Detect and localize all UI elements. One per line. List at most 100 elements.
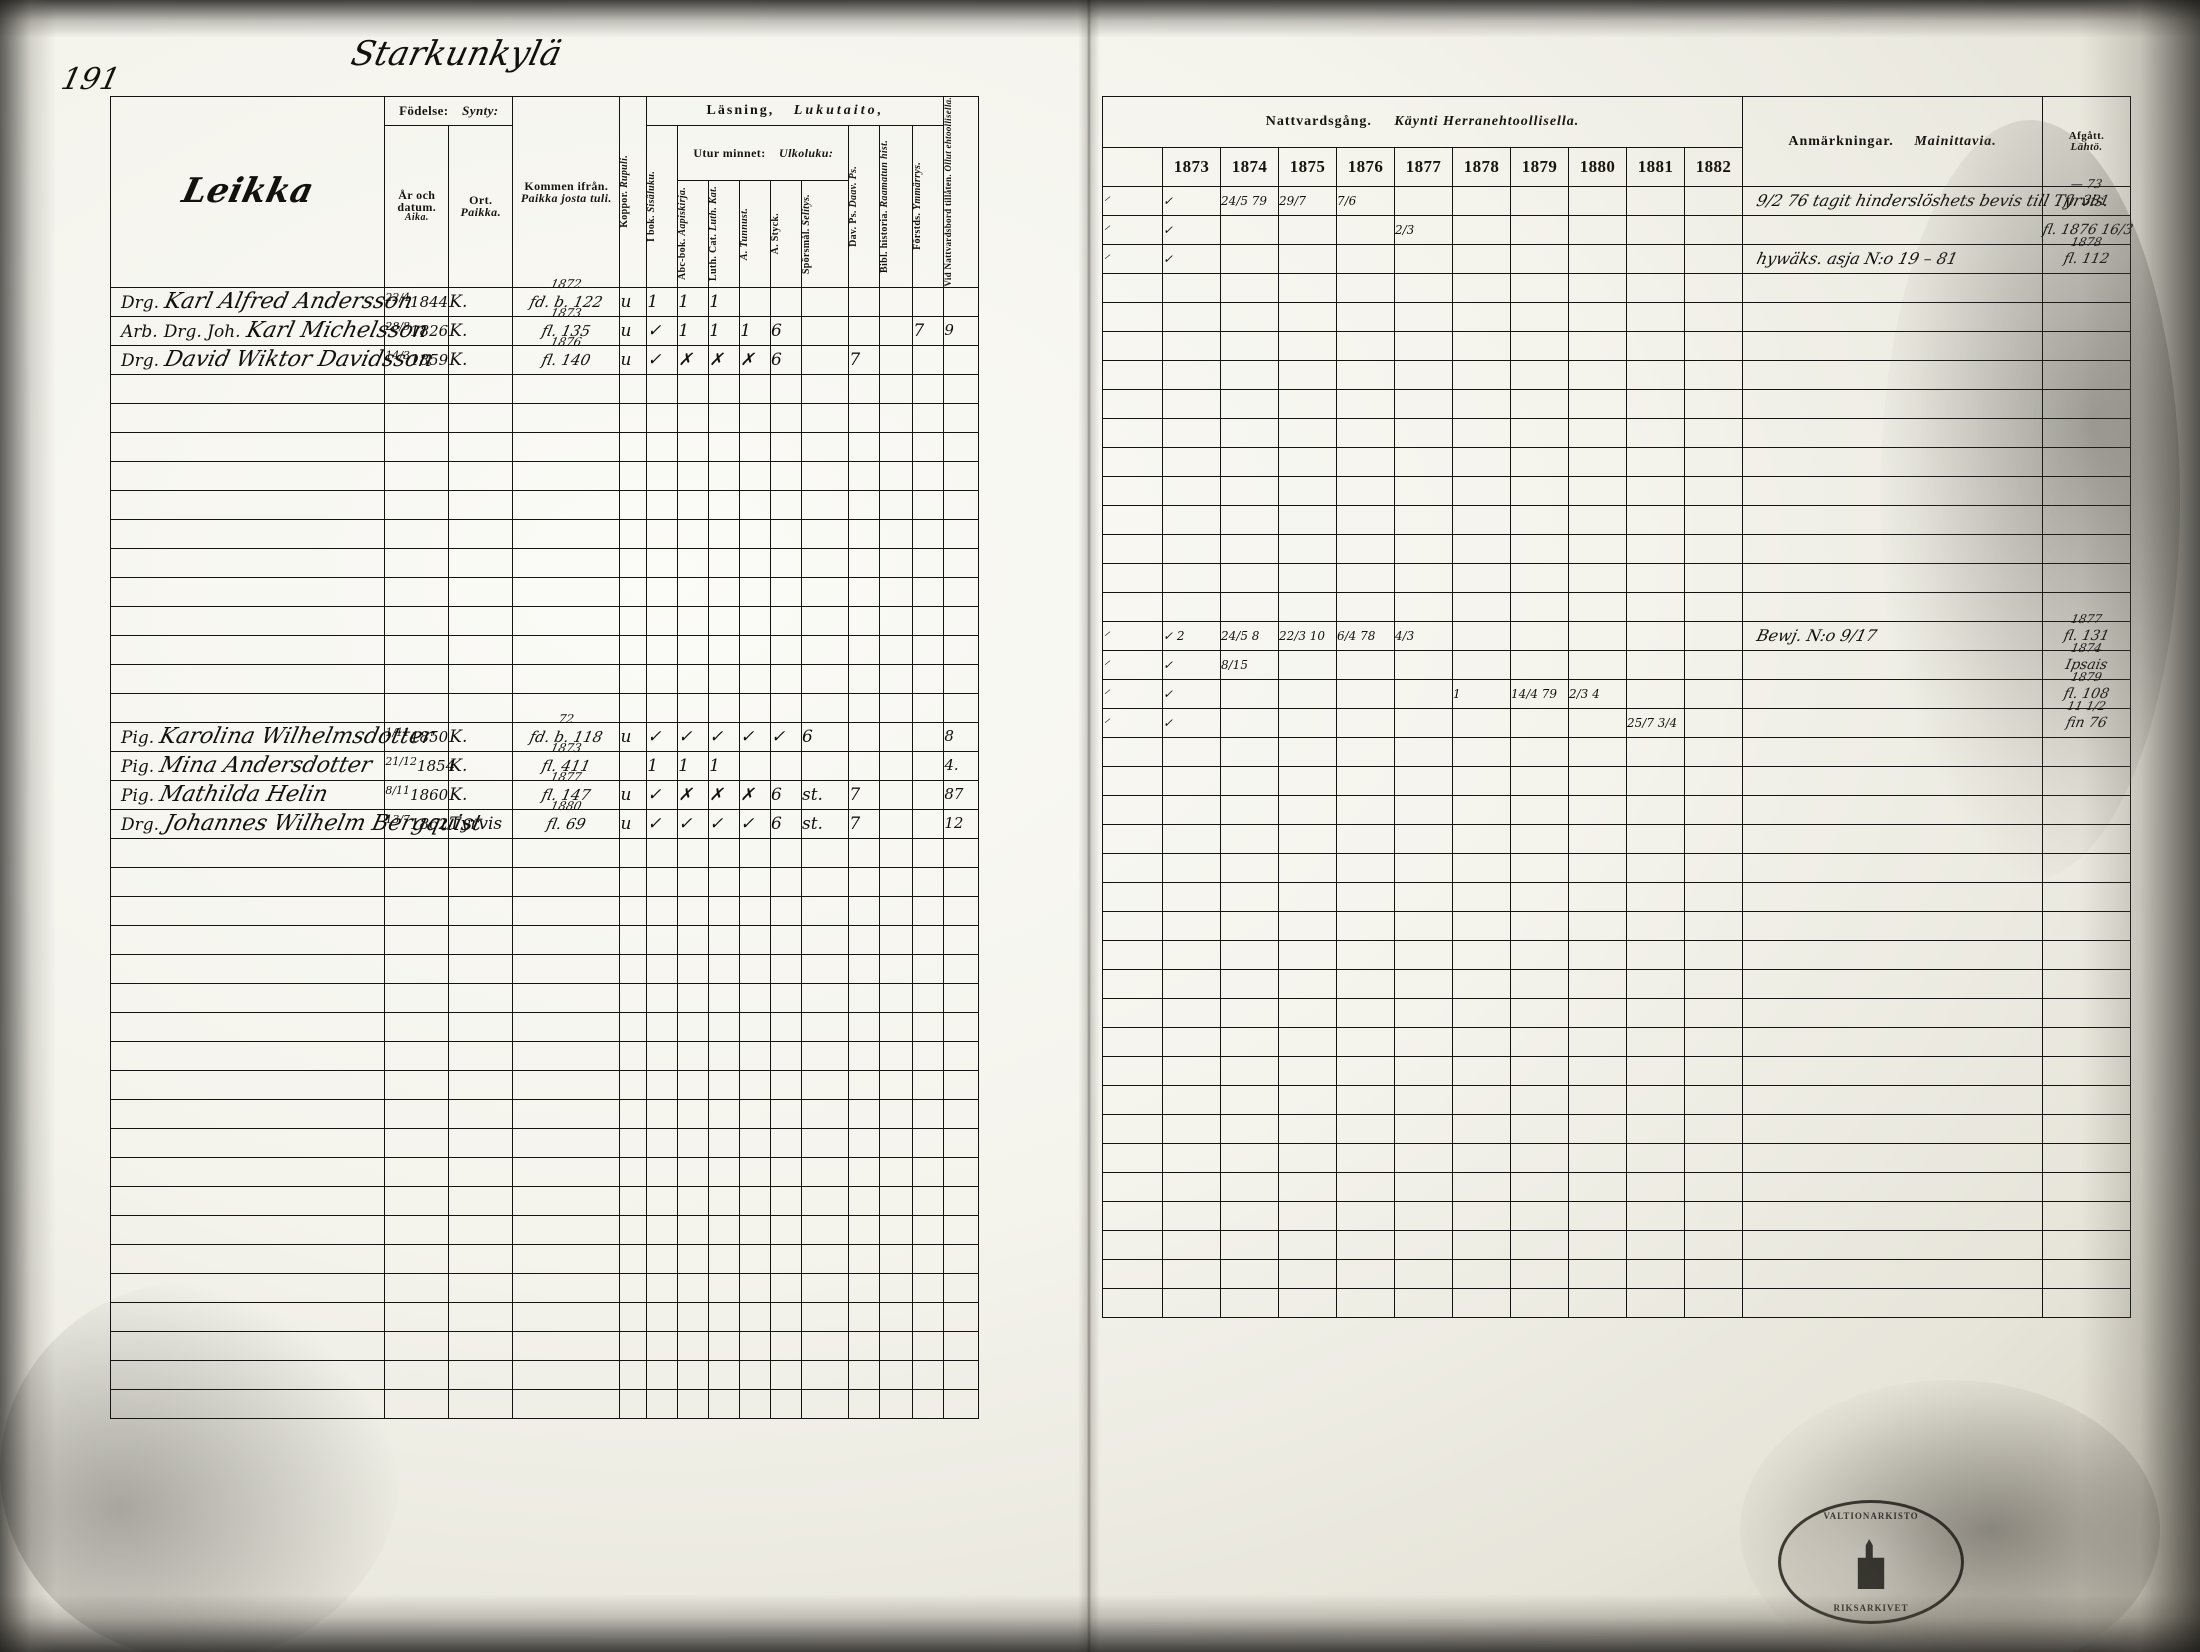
cell-communion-lead[interactable]: ⸍ [1102,679,1163,709]
cell-communion-1874[interactable]: 24/5 8 [1220,621,1279,651]
cell-reading-understanding[interactable]: 7 [912,315,945,346]
cell-departed[interactable]: 1878 fl. 112 [2042,235,2132,274]
cell-came-from[interactable]: 1880 fl. 69 [512,799,621,839]
cell-reading-understanding[interactable] [912,750,945,781]
table-row[interactable]: ⸍ ✓ 24/5 79 29/7 7/6 9/2 76 tagit hinderslösh… [1102,177,2132,216]
cell-reading-biblhist[interactable] [879,315,914,346]
cell-reading-abcbook[interactable]: 1 [677,750,710,781]
cell-communion-1882[interactable] [1683,186,1744,216]
cell-communion-1875[interactable]: 22/3 10 [1278,621,1337,651]
cell-reading-luthcat[interactable]: 1 [708,286,741,317]
cell-communion-1874[interactable] [1220,679,1279,709]
cell-reading-understanding[interactable] [912,286,945,317]
cell-reading-understanding[interactable] [912,779,945,810]
cell-communion-1880[interactable] [1568,708,1627,738]
cell-communion-1879[interactable] [1510,244,1569,274]
cell-communion-1881[interactable] [1626,186,1685,216]
cell-communion-1876[interactable] [1336,708,1395,738]
cell-smallpox[interactable]: u [619,286,648,317]
cell-person-name[interactable]: Drg. Johannes Wilhelm Bergquist [109,808,485,839]
cell-reading-sporsmal[interactable] [800,315,850,346]
cell-communion-1876[interactable]: 6/4 78 [1336,621,1395,651]
cell-reading-sporsmal[interactable]: st. [800,779,850,810]
cell-reading-sporsmal[interactable] [800,750,850,781]
cell-reading-inbook[interactable]: 1 [646,750,679,781]
cell-birth-place[interactable]: K. [448,721,514,752]
cell-communion-1880[interactable] [1568,215,1627,245]
cell-reading-abcbook[interactable]: 1 [677,315,710,346]
table-row[interactable]: Drg. David Wiktor Davidsson 14/31859 K. 1876… [109,335,1079,375]
cell-reading-understanding[interactable] [912,808,945,839]
cell-reading-abcbook[interactable]: ✓ [677,808,710,839]
cell-reading-biblhist[interactable] [879,721,914,752]
table-row[interactable]: Drg. Karl Alfred Andersson 22/41844 K. 1872 f… [109,277,1079,317]
cell-communion-1881[interactable] [1626,679,1685,709]
cell-reading-davps[interactable]: 7 [848,779,881,810]
table-row[interactable]: ⸍ ✓ 2 24/5 8 22/3 10 6/4 78 4/3 Bewj. N:o 9/17… [1102,612,2132,651]
cell-communion-1879[interactable] [1510,186,1569,216]
cell-reading-davps[interactable] [848,286,881,317]
cell-communion-1879[interactable] [1510,215,1569,245]
cell-communion-1878[interactable] [1452,650,1511,680]
cell-communion-lead[interactable]: ⸍ [1102,244,1163,274]
cell-communion-lead[interactable]: ⸍ [1102,650,1163,680]
cell-smallpox[interactable]: u [619,779,648,810]
cell-birth-date[interactable]: 8/111860 [384,779,450,810]
cell-remarks[interactable]: hywäks. asja N:o 19 – 81 [1742,244,2044,274]
cell-reading-atunnust[interactable] [739,750,772,781]
cell-departed[interactable]: 11 1/2 fin 76 [2042,699,2132,738]
cell-reading-inbook[interactable]: ✓ [646,721,679,752]
cell-communion-1874[interactable]: 8/15 [1220,650,1279,680]
cell-communion-1879[interactable] [1510,708,1569,738]
cell-communion-1879[interactable] [1510,650,1569,680]
cell-communion-allowed[interactable] [943,286,980,317]
cell-communion-1878[interactable] [1452,621,1511,651]
cell-communion-1878[interactable] [1452,244,1511,274]
cell-communion-1875[interactable] [1278,244,1337,274]
cell-communion-1880[interactable] [1568,650,1627,680]
cell-birth-place[interactable]: K. [448,344,514,375]
cell-communion-1873[interactable]: ✓ [1162,186,1221,216]
cell-communion-1881[interactable]: 25/7 3/4 [1626,708,1685,738]
cell-reading-luthcat[interactable]: ✓ [708,721,741,752]
cell-communion-1877[interactable]: 2/3 [1394,215,1453,245]
cell-reading-inbook[interactable]: ✓ [646,808,679,839]
table-row[interactable]: ⸍ ✓ 1 14/4 79 2/3 4 1879 fl. 108 [1102,670,2132,709]
cell-communion-1879[interactable]: 14/4 79 [1510,679,1569,709]
cell-communion-1873[interactable]: ✓ [1162,708,1221,738]
cell-communion-1882[interactable] [1683,708,1744,738]
cell-communion-1882[interactable] [1683,215,1744,245]
cell-reading-luthcat[interactable]: ✗ [708,344,741,375]
cell-departed[interactable]: — 73 fl. 381 [2042,177,2132,216]
cell-communion-1876[interactable] [1336,244,1395,274]
cell-communion-1881[interactable] [1626,215,1685,245]
cell-communion-1876[interactable]: 7/6 [1336,186,1395,216]
cell-reading-inbook[interactable]: ✓ [646,315,679,346]
cell-communion-lead[interactable]: ⸍ [1102,621,1163,651]
cell-person-name[interactable]: Pig. Mina Andersdotter [109,750,386,781]
cell-birth-date[interactable]: 1/111850 [384,721,450,752]
cell-reading-inbook[interactable]: 1 [646,286,679,317]
cell-remarks[interactable] [1742,215,2044,245]
cell-reading-understanding[interactable] [912,721,945,752]
cell-communion-lead[interactable]: ⸍ [1102,708,1163,738]
cell-communion-1882[interactable] [1683,621,1744,651]
table-row[interactable]: ⸍ ✓ 8/15 1874 Ipsais [1102,641,2132,680]
cell-remarks[interactable]: 9/2 76 tagit hinderslöshets bevis till T… [1742,186,2111,216]
cell-reading-astyck[interactable]: 6 [770,344,802,375]
cell-communion-1880[interactable]: 2/3 4 [1568,679,1627,709]
cell-birth-date[interactable]: 22/41844 [384,286,450,317]
cell-communion-1882[interactable] [1683,244,1744,274]
cell-reading-atunnust[interactable]: 1 [739,315,772,346]
cell-reading-luthcat[interactable]: 1 [708,750,741,781]
cell-communion-1875[interactable]: 29/7 [1278,186,1337,216]
cell-smallpox[interactable] [619,750,648,781]
table-row[interactable]: ⸍ ✓ 2/3 fl. 1876 16/3 [1102,215,2135,245]
table-row[interactable]: Pig. Karolina Wilhelmsdotter 1/111850 K. 72 f… [109,712,1079,752]
cell-remarks[interactable] [1742,650,2044,680]
cell-came-from[interactable]: 1876 fl. 140 [512,335,621,375]
cell-communion-1878[interactable] [1452,186,1511,216]
cell-communion-allowed[interactable] [943,344,980,375]
cell-communion-1879[interactable] [1510,621,1569,651]
cell-reading-davps[interactable] [848,315,881,346]
